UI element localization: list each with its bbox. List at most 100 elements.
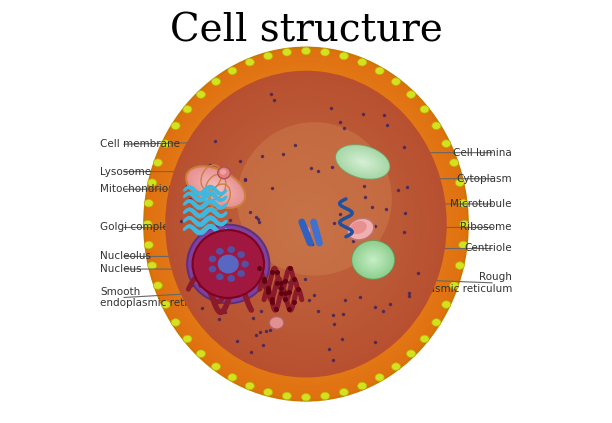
- Ellipse shape: [287, 203, 325, 244]
- Ellipse shape: [252, 165, 360, 283]
- Ellipse shape: [205, 114, 407, 334]
- Ellipse shape: [356, 244, 390, 275]
- Ellipse shape: [154, 159, 162, 167]
- Ellipse shape: [244, 157, 368, 292]
- Ellipse shape: [349, 154, 376, 170]
- Ellipse shape: [271, 186, 341, 262]
- Ellipse shape: [282, 198, 330, 250]
- Ellipse shape: [459, 241, 468, 249]
- Ellipse shape: [189, 168, 242, 206]
- Ellipse shape: [231, 142, 381, 306]
- Ellipse shape: [222, 133, 390, 315]
- Ellipse shape: [279, 195, 333, 253]
- Ellipse shape: [241, 261, 249, 267]
- Ellipse shape: [144, 48, 468, 401]
- Ellipse shape: [228, 374, 237, 381]
- Ellipse shape: [158, 62, 454, 386]
- Ellipse shape: [297, 214, 315, 234]
- Ellipse shape: [166, 71, 446, 377]
- Ellipse shape: [442, 140, 451, 148]
- Ellipse shape: [209, 118, 403, 330]
- Ellipse shape: [364, 251, 383, 269]
- Ellipse shape: [369, 256, 378, 264]
- Text: Nucleus: Nucleus: [100, 264, 142, 274]
- Ellipse shape: [195, 104, 417, 345]
- Ellipse shape: [219, 129, 393, 319]
- Ellipse shape: [160, 65, 452, 383]
- Ellipse shape: [224, 135, 388, 313]
- Ellipse shape: [285, 201, 327, 247]
- Ellipse shape: [406, 91, 416, 98]
- Ellipse shape: [216, 273, 223, 280]
- Ellipse shape: [196, 91, 206, 98]
- Ellipse shape: [143, 220, 152, 228]
- Ellipse shape: [228, 246, 235, 253]
- Text: Cell structure: Cell structure: [170, 12, 442, 49]
- Ellipse shape: [177, 83, 435, 365]
- Text: Ribosome: Ribosome: [460, 222, 512, 233]
- Ellipse shape: [225, 136, 387, 312]
- Ellipse shape: [299, 217, 313, 232]
- Ellipse shape: [161, 140, 170, 148]
- Ellipse shape: [202, 177, 230, 197]
- Ellipse shape: [190, 169, 241, 205]
- Ellipse shape: [269, 183, 343, 265]
- Ellipse shape: [171, 319, 180, 326]
- Ellipse shape: [218, 167, 230, 179]
- Ellipse shape: [341, 148, 384, 176]
- Ellipse shape: [190, 98, 422, 351]
- Ellipse shape: [345, 151, 380, 173]
- Ellipse shape: [205, 179, 226, 195]
- Ellipse shape: [170, 76, 442, 372]
- Ellipse shape: [247, 160, 365, 288]
- Ellipse shape: [252, 165, 360, 283]
- Ellipse shape: [353, 241, 394, 279]
- Ellipse shape: [186, 94, 426, 354]
- Ellipse shape: [191, 99, 421, 349]
- Ellipse shape: [171, 122, 180, 129]
- Ellipse shape: [355, 157, 371, 167]
- Ellipse shape: [290, 206, 322, 242]
- Ellipse shape: [188, 168, 243, 206]
- Text: Rough
endoplasmic reticulum: Rough endoplasmic reticulum: [392, 272, 512, 294]
- Ellipse shape: [261, 176, 351, 273]
- Text: Cell membrane: Cell membrane: [100, 139, 180, 149]
- Ellipse shape: [266, 181, 346, 268]
- Ellipse shape: [194, 172, 237, 202]
- Ellipse shape: [287, 203, 325, 244]
- Ellipse shape: [368, 255, 379, 265]
- Ellipse shape: [360, 248, 386, 271]
- Ellipse shape: [353, 241, 394, 279]
- Ellipse shape: [209, 255, 216, 262]
- Ellipse shape: [183, 335, 192, 343]
- Ellipse shape: [241, 154, 371, 295]
- Ellipse shape: [392, 363, 400, 371]
- Ellipse shape: [155, 59, 457, 389]
- Ellipse shape: [188, 96, 424, 352]
- Ellipse shape: [204, 179, 228, 195]
- Text: Centriole: Centriole: [465, 244, 512, 253]
- Ellipse shape: [263, 177, 349, 271]
- Ellipse shape: [432, 319, 441, 326]
- Ellipse shape: [213, 185, 218, 189]
- Ellipse shape: [210, 119, 402, 329]
- Ellipse shape: [228, 275, 235, 282]
- Text: Lysosome: Lysosome: [100, 167, 151, 176]
- Ellipse shape: [264, 52, 272, 60]
- Ellipse shape: [356, 158, 370, 166]
- Ellipse shape: [168, 74, 444, 374]
- Ellipse shape: [354, 242, 393, 277]
- Ellipse shape: [370, 257, 376, 262]
- Ellipse shape: [203, 178, 228, 196]
- Ellipse shape: [420, 105, 429, 113]
- Ellipse shape: [255, 168, 357, 280]
- Ellipse shape: [236, 148, 376, 301]
- Ellipse shape: [260, 174, 352, 274]
- Ellipse shape: [460, 220, 469, 228]
- Ellipse shape: [216, 248, 223, 255]
- Ellipse shape: [362, 250, 384, 270]
- Ellipse shape: [217, 127, 395, 321]
- Ellipse shape: [193, 101, 419, 348]
- Ellipse shape: [208, 181, 223, 193]
- Ellipse shape: [450, 282, 458, 289]
